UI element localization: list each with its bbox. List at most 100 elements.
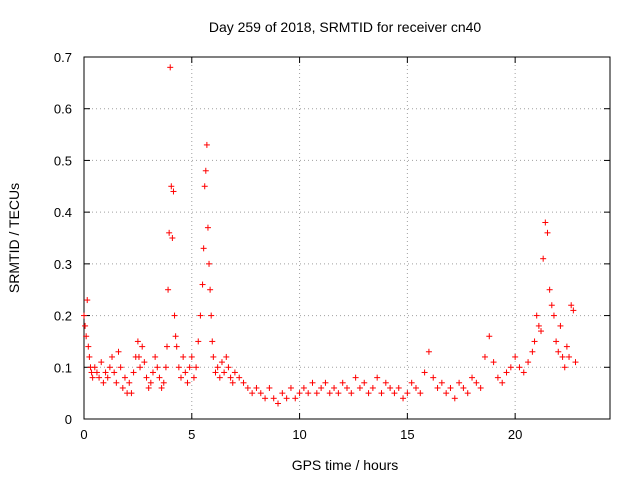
- data-point: [121, 374, 128, 381]
- data-point: [158, 384, 165, 391]
- y-tick-label: 0.2: [54, 309, 72, 324]
- data-point: [356, 384, 363, 391]
- data-point: [119, 384, 126, 391]
- data-point: [204, 224, 211, 231]
- data-point: [464, 390, 471, 397]
- data-point: [199, 281, 206, 288]
- data-point: [208, 312, 215, 319]
- y-tick-label: 0.6: [54, 102, 72, 117]
- data-point: [169, 235, 176, 241]
- data-point: [540, 255, 547, 262]
- data-point: [387, 384, 394, 391]
- data-point: [210, 353, 217, 360]
- data-point: [212, 369, 219, 376]
- x-tick-label: 15: [400, 427, 414, 442]
- data-point: [96, 374, 103, 381]
- data-point: [163, 343, 170, 350]
- data-point: [160, 379, 167, 386]
- data-point: [309, 379, 316, 386]
- data-point: [544, 229, 551, 236]
- data-point: [91, 364, 98, 371]
- data-point: [113, 379, 120, 386]
- data-point: [553, 338, 560, 345]
- data-point: [207, 286, 214, 293]
- data-point: [473, 379, 480, 386]
- data-point: [109, 353, 116, 360]
- data-point: [369, 384, 376, 391]
- data-point: [195, 338, 202, 345]
- data-point: [143, 374, 150, 381]
- data-point: [126, 379, 133, 386]
- data-point: [559, 353, 566, 360]
- data-point: [481, 353, 488, 360]
- data-point: [566, 353, 573, 360]
- data-point: [456, 379, 463, 386]
- data-point: [326, 390, 333, 397]
- data-point: [170, 188, 177, 195]
- data-point: [257, 390, 264, 397]
- data-point: [546, 286, 553, 293]
- data-point: [83, 333, 90, 340]
- data-point: [175, 364, 182, 371]
- data-point: [296, 390, 303, 397]
- data-point: [361, 379, 368, 386]
- data-point: [165, 286, 172, 293]
- data-point: [180, 353, 187, 360]
- data-point: [400, 395, 407, 402]
- data-point: [82, 322, 89, 329]
- data-point: [184, 379, 191, 386]
- y-tick-label: 0.5: [54, 153, 72, 168]
- data-point: [202, 167, 209, 174]
- data-point: [348, 390, 355, 397]
- data-point: [570, 307, 577, 314]
- data-point: [305, 390, 312, 397]
- data-point: [430, 374, 437, 381]
- data-point: [168, 183, 175, 190]
- data-point: [382, 379, 389, 386]
- y-tick-label: 0.7: [54, 50, 72, 65]
- data-point: [391, 390, 398, 397]
- data-point: [477, 384, 484, 391]
- data-point: [486, 333, 493, 340]
- data-point: [102, 369, 109, 376]
- data-point: [190, 374, 197, 381]
- data-point: [134, 338, 141, 345]
- y-tick-label: 0.3: [54, 257, 72, 272]
- data-point: [374, 374, 381, 381]
- data-point: [218, 359, 225, 366]
- data-point: [318, 384, 325, 391]
- data-point: [443, 390, 450, 397]
- data-point: [227, 374, 234, 381]
- data-point: [84, 297, 91, 304]
- data-point: [542, 219, 549, 226]
- data-point: [173, 343, 180, 350]
- data-point: [98, 359, 105, 366]
- data-point: [128, 390, 135, 397]
- data-point: [137, 364, 144, 371]
- data-point: [344, 384, 350, 391]
- data-point: [421, 369, 428, 376]
- data-point: [206, 260, 213, 267]
- data-point: [253, 384, 260, 391]
- data-point: [555, 348, 562, 355]
- data-point: [171, 312, 178, 319]
- x-tick-label: 20: [508, 427, 522, 442]
- data-point: [135, 353, 142, 360]
- data-point: [404, 390, 411, 397]
- data-point: [193, 364, 200, 371]
- data-point: [516, 364, 523, 371]
- data-point: [221, 369, 228, 376]
- data-point: [236, 374, 243, 381]
- data-point: [154, 364, 161, 371]
- data-point: [81, 312, 87, 319]
- x-axis-label: GPS time / hours: [292, 457, 399, 473]
- y-tick-label: 0.1: [54, 360, 72, 375]
- y-axis-label: SRMTID / TECUs: [6, 183, 22, 293]
- data-point: [85, 343, 92, 350]
- data-point: [200, 245, 207, 252]
- data-point: [331, 384, 338, 391]
- data-point: [292, 395, 299, 402]
- data-point: [275, 400, 282, 407]
- data-point: [300, 384, 307, 391]
